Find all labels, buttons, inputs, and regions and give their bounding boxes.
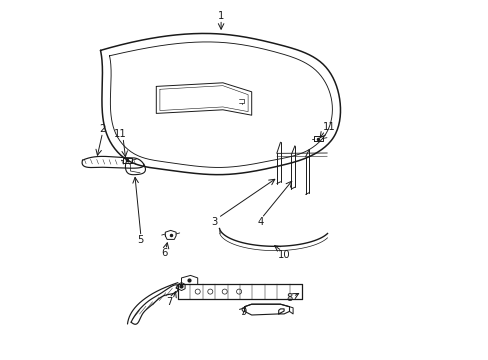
Text: 4: 4 bbox=[257, 217, 264, 228]
Text: 3: 3 bbox=[210, 217, 217, 228]
Text: 9: 9 bbox=[240, 307, 246, 317]
Text: 5: 5 bbox=[137, 235, 143, 245]
Text: 7: 7 bbox=[165, 297, 172, 307]
Text: 1: 1 bbox=[218, 11, 224, 21]
Text: 6: 6 bbox=[161, 248, 167, 258]
Text: 2: 2 bbox=[99, 123, 105, 134]
Text: 11: 11 bbox=[114, 129, 126, 139]
Text: 10: 10 bbox=[277, 250, 290, 260]
Text: 8: 8 bbox=[286, 293, 292, 303]
Text: 11: 11 bbox=[322, 122, 335, 132]
